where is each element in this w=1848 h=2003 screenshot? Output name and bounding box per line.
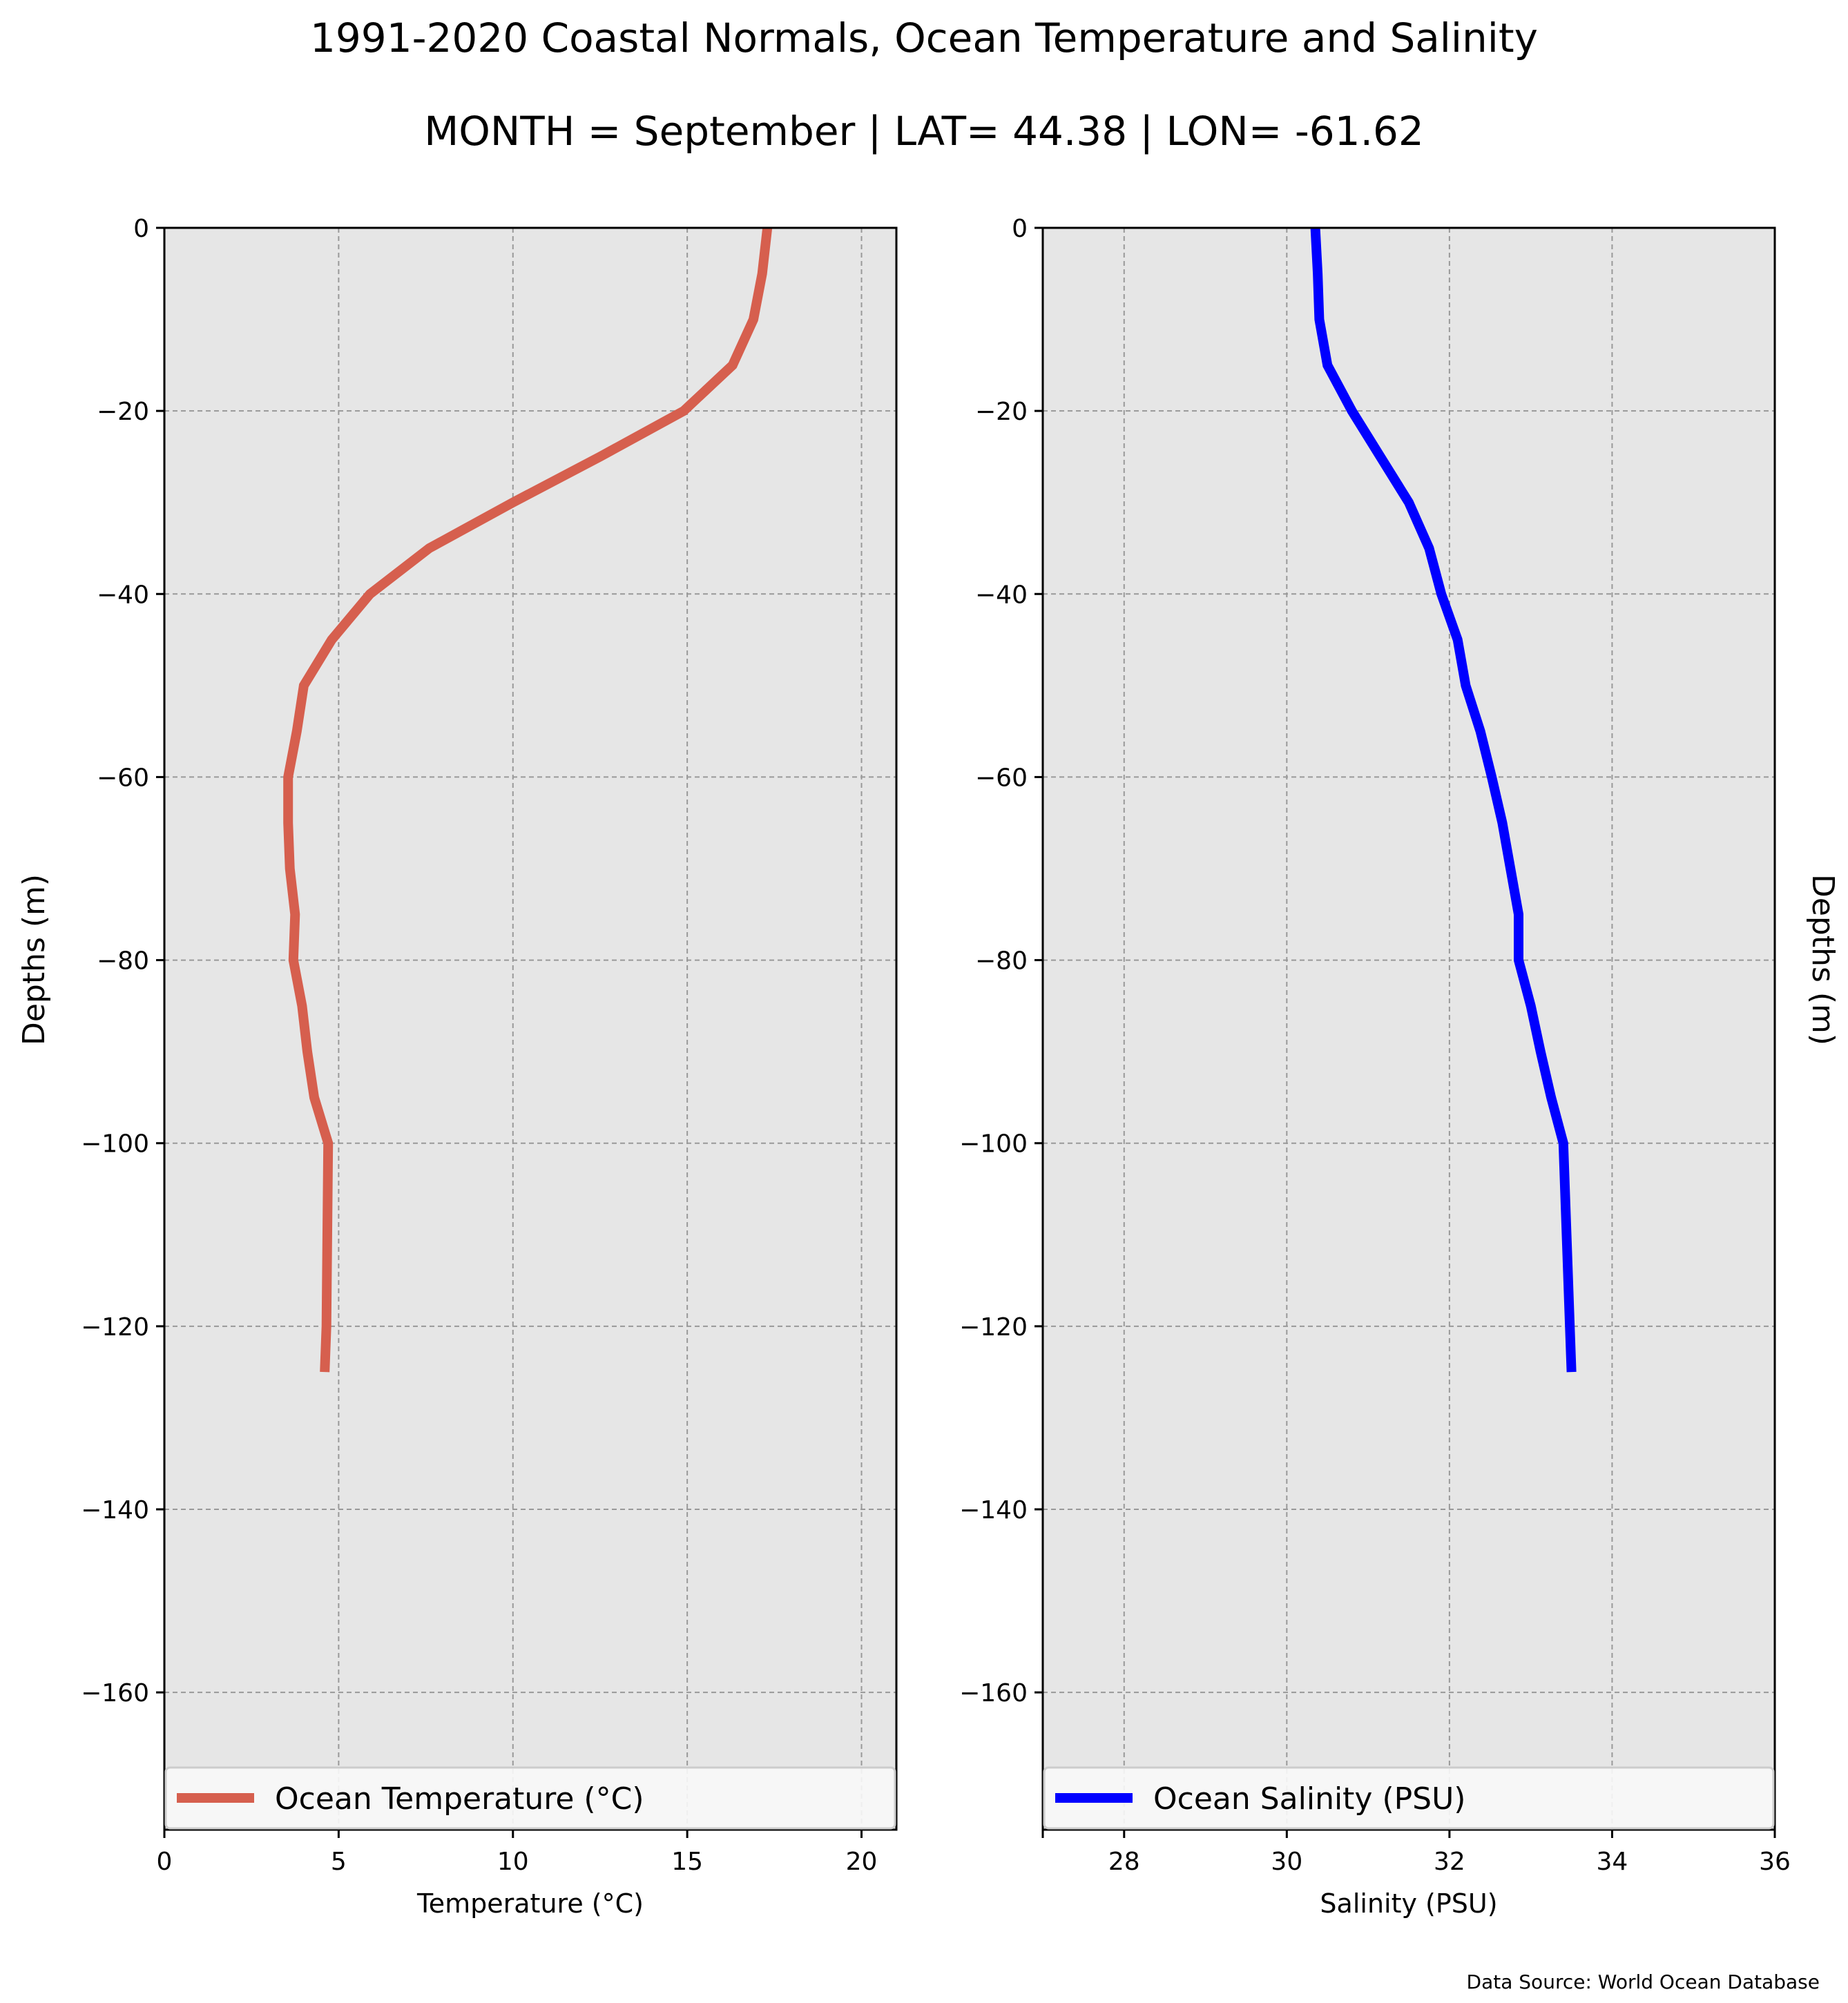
salinity-x-tick-label: 32: [1434, 1848, 1465, 1876]
salinity-plot-area: [1043, 228, 1775, 1830]
temperature-legend-box: [164, 1766, 896, 1830]
salinity-y-tick-label: −40: [975, 581, 1028, 609]
salinity-series-line: [1310, 227, 1577, 1373]
salinity-y-tick-label: −80: [975, 947, 1028, 976]
temperature-y-tick-label: −40: [97, 581, 149, 609]
temperature-y-tick-label: −120: [81, 1313, 149, 1342]
temperature-x-tick-label: 20: [846, 1848, 878, 1876]
temperature-x-tick-label: 10: [497, 1848, 529, 1876]
salinity-legend-label: Ocean Salinity (PSU): [1153, 1781, 1465, 1817]
temperature-panel: 0 5 10 15 20 0 −20 −40 −60 −80 −100 −120 −140 −160 Tem…: [81, 215, 898, 1919]
salinity-x-axis-label: Salinity (PSU): [1320, 1888, 1497, 1919]
figure-subtitle: MONTH = September | LAT= 44.38 | LON= -6…: [424, 108, 1424, 155]
salinity-x-tick-label: 34: [1597, 1848, 1628, 1876]
salinity-x-tick-label: 30: [1271, 1848, 1302, 1876]
salinity-panel: 28 30 32 34 36 0 −20 −40 −60 −80 −100 −120 −140 −160 S…: [959, 215, 1791, 1919]
temperature-x-axis-label: Temperature (°C): [416, 1888, 644, 1919]
salinity-y-tick-label: 0: [1012, 215, 1028, 243]
temperature-y-tick-label: −60: [97, 764, 149, 792]
data-source-note: Data Source: World Ocean Database: [1467, 1971, 1820, 1993]
temperature-axes-frame: [163, 226, 898, 1831]
right-y-axis-label: Depths (m): [1805, 874, 1840, 1045]
temperature-y-tick-label: −160: [81, 1679, 149, 1707]
salinity-y-tick-label: −100: [959, 1130, 1028, 1159]
salinity-x-tick-label: 36: [1759, 1848, 1791, 1876]
temperature-y-tick-label: −100: [81, 1130, 149, 1159]
salinity-y-tick-label: −120: [959, 1313, 1028, 1342]
temperature-x-tick-label: 5: [331, 1848, 347, 1876]
temperature-legend-label: Ocean Temperature (°C): [275, 1781, 644, 1817]
figure-title: 1991-2020 Coastal Normals, Ocean Tempera…: [310, 14, 1538, 61]
temperature-plot-area: [164, 228, 896, 1830]
temperature-y-tick-label: −20: [97, 398, 149, 426]
temperature-x-tick-label: 0: [157, 1848, 173, 1876]
salinity-y-tick-label: −140: [959, 1496, 1028, 1525]
salinity-x-tick-label: 28: [1108, 1848, 1140, 1876]
temperature-x-tick-label: 15: [671, 1848, 703, 1876]
temperature-series-line: [283, 227, 773, 1373]
salinity-y-tick-label: −60: [975, 764, 1028, 792]
temperature-y-tick-label: −80: [97, 947, 149, 976]
salinity-legend-box: [1043, 1766, 1775, 1830]
left-y-axis-label: Depths (m): [17, 874, 52, 1045]
salinity-y-tick-label: −20: [975, 398, 1028, 426]
salinity-y-tick-label: −160: [959, 1679, 1028, 1707]
temperature-y-tick-label: −140: [81, 1496, 149, 1525]
temperature-y-tick-label: 0: [133, 215, 149, 243]
salinity-axes-frame: [1041, 226, 1776, 1831]
